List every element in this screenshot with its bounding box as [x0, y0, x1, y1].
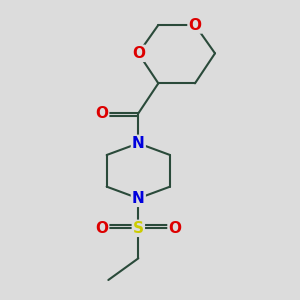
Text: S: S [133, 221, 144, 236]
Text: O: O [95, 106, 108, 121]
Text: N: N [132, 191, 145, 206]
Text: O: O [188, 17, 202, 32]
Text: O: O [132, 46, 145, 61]
Text: O: O [95, 221, 108, 236]
Text: N: N [132, 136, 145, 151]
Text: O: O [169, 221, 182, 236]
